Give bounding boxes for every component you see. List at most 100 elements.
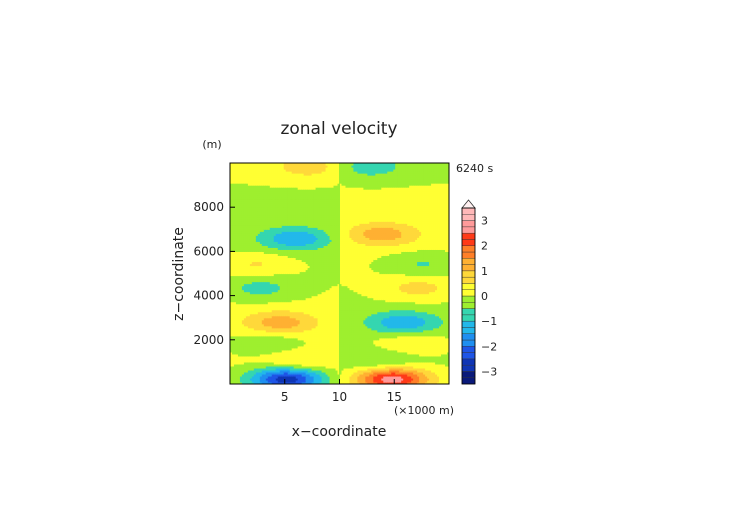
heatmap-cell bbox=[297, 309, 301, 313]
heatmap-cell bbox=[265, 375, 269, 379]
heatmap-cell bbox=[301, 281, 305, 285]
heatmap-cell bbox=[239, 289, 243, 293]
heatmap-cell bbox=[277, 357, 281, 361]
heatmap-cell bbox=[309, 201, 313, 204]
heatmap-cell bbox=[267, 273, 271, 277]
heatmap-cell bbox=[287, 285, 291, 289]
heatmap-cell bbox=[295, 313, 299, 317]
heatmap-cell bbox=[289, 163, 293, 166]
heatmap-cell bbox=[293, 329, 297, 333]
heatmap-cell bbox=[299, 289, 303, 293]
heatmap-cell bbox=[313, 241, 317, 244]
heatmap-cell bbox=[305, 359, 309, 363]
heatmap-cell bbox=[277, 365, 281, 369]
heatmap-cell bbox=[247, 375, 251, 379]
heatmap-cell bbox=[257, 249, 261, 252]
heatmap-cell bbox=[269, 267, 273, 271]
heatmap-cell bbox=[273, 321, 277, 325]
heatmap-cell bbox=[245, 381, 249, 384]
heatmap-cell bbox=[247, 321, 251, 325]
heatmap-cell bbox=[251, 303, 255, 307]
heatmap-cell bbox=[279, 267, 283, 271]
heatmap-cell bbox=[269, 219, 273, 222]
heatmap-cell bbox=[269, 309, 273, 313]
heatmap-cell bbox=[281, 203, 285, 206]
heatmap-cell bbox=[297, 271, 301, 275]
heatmap-cell bbox=[305, 357, 309, 361]
heatmap-cell bbox=[271, 355, 275, 359]
heatmap-cell bbox=[313, 347, 317, 351]
heatmap-cell bbox=[245, 321, 249, 325]
heatmap-cell bbox=[265, 217, 269, 220]
heatmap-cell bbox=[231, 273, 235, 277]
heatmap-cell bbox=[230, 249, 233, 252]
heatmap-cell bbox=[277, 315, 281, 319]
heatmap-cell bbox=[233, 295, 237, 299]
heatmap-cell bbox=[245, 343, 249, 347]
heatmap-cell bbox=[257, 273, 261, 277]
heatmap-cell bbox=[243, 297, 247, 301]
heatmap-cell bbox=[267, 291, 271, 295]
heatmap-cell bbox=[285, 177, 289, 180]
heatmap-cell bbox=[281, 315, 285, 319]
heatmap-cell bbox=[269, 377, 273, 381]
heatmap-cell bbox=[230, 379, 233, 383]
heatmap-cell bbox=[303, 189, 307, 192]
heatmap-cell bbox=[305, 329, 309, 333]
heatmap-cell bbox=[311, 375, 315, 379]
heatmap-cell bbox=[273, 333, 277, 337]
heatmap-cell bbox=[253, 321, 257, 325]
heatmap-cell bbox=[295, 325, 299, 329]
heatmap-cell bbox=[263, 325, 267, 329]
heatmap-cell bbox=[237, 227, 241, 230]
heatmap-cell bbox=[233, 215, 237, 218]
heatmap-cell bbox=[243, 227, 247, 230]
heatmap-cell bbox=[287, 341, 291, 345]
heatmap-cell bbox=[241, 219, 245, 222]
heatmap-cell bbox=[271, 319, 275, 323]
heatmap-cell bbox=[253, 229, 257, 232]
heatmap-cell bbox=[261, 359, 265, 363]
heatmap-cell bbox=[317, 263, 321, 267]
heatmap-cell bbox=[233, 207, 237, 210]
heatmap-cell bbox=[283, 277, 287, 281]
heatmap-cell bbox=[285, 277, 289, 281]
heatmap-cell bbox=[257, 261, 261, 265]
heatmap-cell bbox=[285, 295, 289, 299]
heatmap-cell bbox=[259, 211, 263, 214]
heatmap-cell bbox=[289, 325, 293, 329]
heatmap-cell bbox=[281, 325, 285, 329]
heatmap-cell bbox=[253, 275, 257, 279]
heatmap-cell bbox=[253, 189, 257, 192]
heatmap-cell bbox=[271, 285, 275, 289]
heatmap-cell bbox=[269, 231, 273, 234]
heatmap-cell bbox=[299, 347, 303, 351]
heatmap-cell bbox=[233, 245, 237, 248]
heatmap-cell bbox=[277, 251, 281, 255]
heatmap-cell bbox=[265, 319, 269, 323]
heatmap-cell bbox=[230, 211, 233, 214]
heatmap-cell bbox=[279, 257, 283, 261]
heatmap-cell bbox=[291, 253, 295, 257]
heatmap-cell bbox=[299, 205, 303, 208]
heatmap-cell bbox=[303, 217, 307, 220]
heatmap-cell bbox=[255, 369, 259, 373]
heatmap-cell bbox=[239, 167, 243, 170]
heatmap-cell bbox=[311, 281, 315, 285]
heatmap-cell bbox=[237, 179, 241, 182]
heatmap-cell bbox=[275, 199, 279, 202]
heatmap-cell bbox=[255, 331, 259, 335]
heatmap-cell bbox=[255, 163, 259, 166]
heatmap-cell bbox=[253, 191, 257, 194]
heatmap-cell bbox=[315, 203, 319, 206]
heatmap-cell bbox=[263, 331, 267, 335]
heatmap-cell bbox=[301, 277, 305, 281]
heatmap-cell bbox=[297, 381, 301, 384]
heatmap-cell bbox=[265, 345, 269, 349]
heatmap-cell bbox=[307, 349, 311, 353]
heatmap-cell bbox=[303, 255, 307, 259]
heatmap-cell bbox=[253, 339, 257, 343]
heatmap-cell bbox=[273, 273, 277, 277]
heatmap-cell bbox=[317, 173, 321, 176]
heatmap-cell bbox=[279, 313, 283, 317]
